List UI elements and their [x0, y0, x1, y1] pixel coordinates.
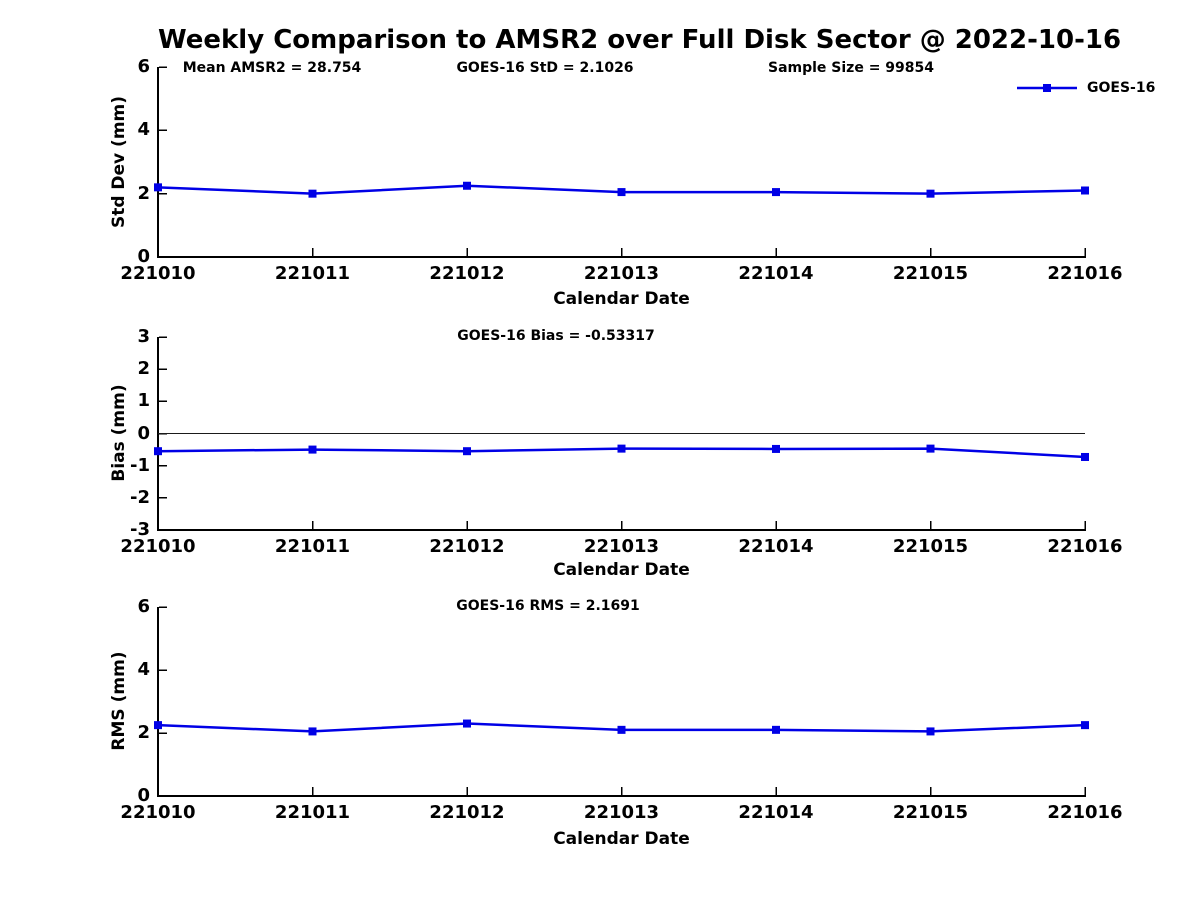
x-tick-label: 221015	[892, 536, 969, 557]
data-point-marker	[308, 189, 317, 198]
y-tick-label: 0	[137, 422, 150, 444]
x-axis-title-3: Calendar Date	[553, 829, 690, 849]
legend-line-sample-icon	[1017, 84, 1077, 92]
data-point-marker	[154, 183, 162, 192]
data-point-marker	[926, 189, 935, 198]
x-tick-label: 221011	[274, 536, 351, 557]
data-point-marker	[617, 444, 626, 453]
data-point-marker	[772, 725, 780, 734]
chart-title: Weekly Comparison to AMSR2 over Full Dis…	[158, 25, 1122, 55]
x-tick-label: 221015	[892, 802, 969, 823]
legend: GOES-16	[1016, 78, 1155, 98]
data-point-marker	[308, 727, 317, 736]
x-tick-label: 221013	[583, 802, 660, 823]
x-axis-title-1: Calendar Date	[553, 289, 690, 309]
data-point-marker	[772, 444, 780, 453]
x-tick-label: 221016	[1047, 263, 1123, 284]
x-tick-label: 221014	[738, 263, 814, 284]
legend-label: GOES-16	[1087, 80, 1156, 96]
data-point-marker	[926, 444, 935, 453]
data-point-marker	[1081, 721, 1089, 730]
y-tick-label: -2	[130, 486, 150, 508]
data-point-marker	[154, 447, 162, 456]
x-tick-label: 221016	[1047, 802, 1123, 823]
data-point-marker	[463, 719, 471, 728]
y-tick-label: -1	[130, 454, 150, 476]
y-axis-title-stddev: Std Dev (mm)	[109, 95, 129, 229]
x-tick-label: 221010	[120, 802, 196, 823]
anno-goes16-std: GOES-16 StD = 2.1026	[456, 60, 634, 76]
x-tick-label: 221012	[429, 263, 505, 284]
y-tick-label: 4	[137, 659, 150, 680]
y-tick-label: 0	[137, 246, 150, 267]
data-point-marker	[1081, 186, 1089, 195]
x-tick-label: 221015	[892, 263, 969, 284]
y-tick-label: 0	[137, 785, 150, 806]
x-tick-label: 221016	[1047, 536, 1123, 557]
y-tick-label: 6	[137, 56, 150, 77]
x-tick-label: 221010	[120, 536, 196, 557]
x-tick-label: 221012	[429, 802, 505, 823]
x-tick-label: 221013	[583, 536, 660, 557]
y-tick-label: 4	[137, 119, 150, 141]
data-point-marker	[463, 447, 471, 456]
data-point-marker	[154, 721, 162, 730]
data-point-marker	[1081, 452, 1089, 461]
y-tick-label: 2	[137, 358, 150, 380]
x-tick-label: 221011	[274, 802, 351, 823]
y-tick-label: 3	[137, 326, 150, 347]
y-tick-label: 1	[137, 390, 150, 412]
y-tick-label: 6	[137, 596, 150, 617]
data-point-marker	[926, 727, 935, 736]
x-tick-label: 221014	[738, 536, 814, 557]
y-tick-label: -3	[130, 519, 150, 540]
data-point-marker	[308, 445, 317, 454]
data-point-marker	[617, 188, 626, 197]
anno-mean-amsr2: Mean AMSR2 = 28.754	[182, 60, 362, 76]
x-tick-label: 221012	[429, 536, 505, 557]
data-point-marker	[617, 725, 626, 734]
x-tick-label: 221014	[738, 802, 814, 823]
data-point-marker	[772, 188, 780, 197]
x-tick-label: 221010	[120, 263, 196, 284]
y-tick-label: 2	[137, 182, 150, 204]
anno-goes16-rms: GOES-16 RMS = 2.1691	[456, 598, 640, 614]
y-tick-label: 2	[137, 722, 150, 743]
anno-goes16-bias: GOES-16 Bias = -0.53317	[457, 328, 655, 344]
x-tick-label: 221011	[274, 263, 351, 284]
x-tick-label: 221013	[583, 263, 660, 284]
anno-sample-size: Sample Size = 99854	[767, 60, 935, 76]
data-point-marker	[463, 181, 471, 190]
x-axis-title-2: Calendar Date	[553, 560, 690, 580]
